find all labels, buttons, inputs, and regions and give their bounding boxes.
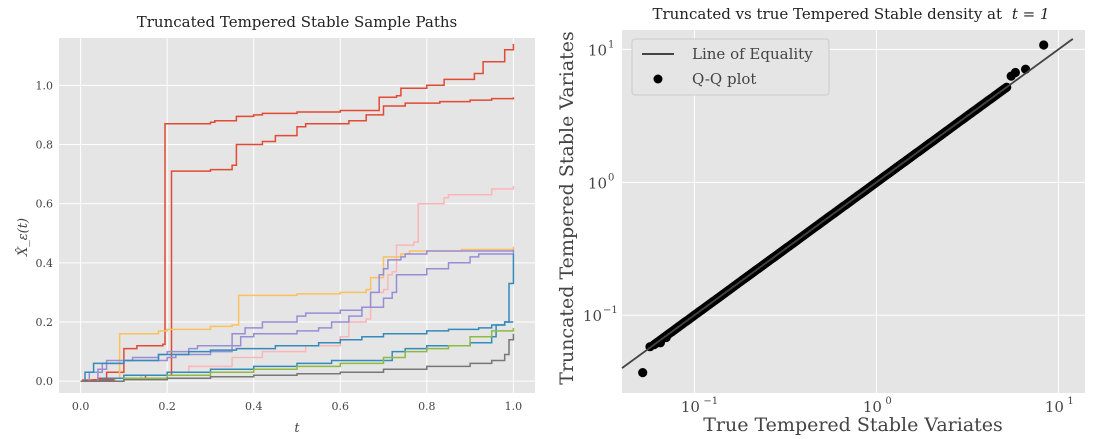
left-y-ticks: 0.0 0.2 0.4 0.6 0.8 1.0 (36, 79, 54, 388)
legend-entry-qq-plot: Q-Q plot (692, 70, 756, 88)
right-x-tick-label: 10 (681, 398, 700, 416)
right-y-tick-exponent: −1 (603, 305, 618, 316)
left-x-tick-label: 0.2 (158, 400, 176, 413)
left-y-tick-label: 0.0 (36, 375, 54, 388)
right-qq-points (621, 38, 1074, 378)
left-y-tick-label: 0.8 (36, 139, 54, 152)
sample-path-line (80, 251, 515, 382)
right-legend: Line of Equality Q-Q plot (631, 38, 830, 96)
sample-path-line (80, 43, 515, 382)
sample-path-line (80, 327, 515, 382)
line-of-equality (621, 38, 1074, 369)
right-y-tick-label: 10 (583, 307, 602, 325)
left-chart: 0.0 0.2 0.4 0.6 0.8 1.0 0.0 0.2 0.4 0.6 0.8 1.0 Tr… (15, 13, 535, 436)
left-plot-area (59, 38, 535, 393)
left-x-tick-label: 0.4 (245, 400, 263, 413)
right-y-tick-label: 10 (588, 174, 607, 192)
right-x-tick-exponent: 1 (1067, 396, 1073, 407)
right-y-tick-exponent: 0 (608, 172, 614, 183)
legend-entry-line-of-equality: Line of Equality (692, 45, 813, 63)
right-y-axis-label: Truncated Tempered Stable Variates (556, 31, 578, 385)
right-x-tick-label: 10 (1045, 398, 1064, 416)
legend-box (631, 38, 830, 96)
right-x-axis-label: True Tempered Stable Variates (703, 414, 1003, 436)
left-chart-title: Truncated Tempered Stable Sample Paths (137, 13, 457, 31)
qq-point (1039, 40, 1049, 50)
left-y-tick-label: 0.4 (36, 257, 54, 270)
qq-point (638, 368, 648, 378)
left-series-group (80, 43, 515, 382)
right-y-tick-label: 10 (588, 41, 607, 59)
right-chart-title-text: Truncated vs true Tempered Stable densit… (652, 5, 1002, 23)
qq-point (655, 338, 666, 348)
sample-path-line (80, 333, 515, 382)
sample-path-line (80, 321, 514, 382)
right-chart-title-math: t = 1 (1012, 5, 1050, 23)
left-x-tick-label: 1.0 (505, 400, 523, 413)
right-x-ticks: 10 −1 10 0 10 1 (681, 396, 1074, 416)
right-chart-title: Truncated vs true Tempered Stable densit… (652, 5, 1049, 23)
left-y-axis-label: X̂_ε(t) (15, 218, 31, 257)
left-x-tick-label: 0.6 (332, 400, 350, 413)
left-x-tick-label: 0.8 (418, 400, 436, 413)
sample-path-line (80, 254, 515, 382)
right-x-tick-exponent: −1 (703, 396, 718, 407)
right-x-tick-label: 10 (863, 398, 882, 416)
right-x-tick-exponent: 0 (885, 396, 891, 407)
right-y-tick-exponent: 1 (608, 39, 614, 50)
left-y-tick-label: 1.0 (36, 79, 54, 92)
left-y-tick-label: 0.6 (36, 198, 54, 211)
qq-point (1010, 67, 1021, 78)
left-y-tick-label: 0.2 (36, 316, 54, 329)
left-grid (59, 38, 535, 393)
left-x-tick-label: 0.0 (72, 400, 90, 413)
legend-marker-swatch (653, 74, 663, 84)
left-x-axis-label: t (294, 421, 300, 436)
left-x-ticks: 0.0 0.2 0.4 0.6 0.8 1.0 (72, 400, 522, 413)
